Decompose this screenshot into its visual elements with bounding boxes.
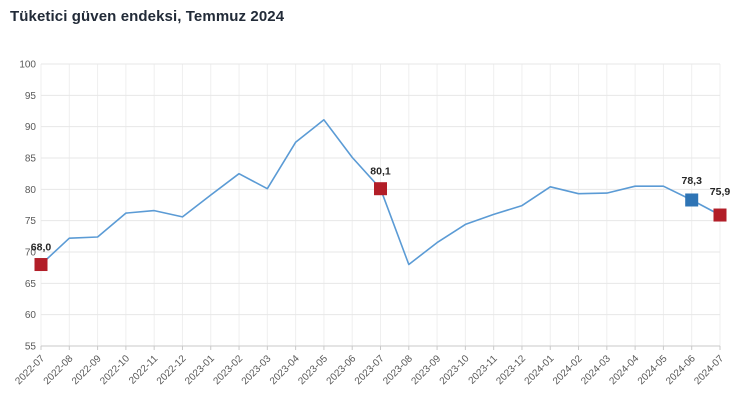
y-axis-label: 95 bbox=[25, 91, 37, 102]
y-axis-label: 60 bbox=[25, 310, 37, 321]
y-axis-label: 75 bbox=[25, 216, 37, 227]
x-axis-label: 2023-11 bbox=[467, 353, 501, 387]
x-axis-label: 2023-06 bbox=[325, 353, 359, 387]
x-axis-label: 2022-10 bbox=[98, 353, 132, 387]
y-axis-label: 100 bbox=[19, 60, 36, 71]
data-point-label-2023-07: 80,1 bbox=[370, 166, 391, 178]
x-axis-label: 2024-06 bbox=[664, 353, 698, 387]
y-axis-label: 55 bbox=[25, 342, 37, 353]
x-axis-label: 2023-12 bbox=[494, 353, 528, 387]
x-axis-label: 2024-07 bbox=[692, 353, 726, 387]
data-point-label-2022-07: 68,0 bbox=[31, 242, 52, 254]
data-point-label-2024-07: 75,9 bbox=[710, 186, 731, 198]
y-axis-label: 90 bbox=[25, 122, 37, 133]
x-axis-label: 2024-05 bbox=[636, 353, 670, 387]
x-axis-label: 2022-09 bbox=[70, 353, 104, 387]
data-point-marker-2023-07 bbox=[374, 182, 387, 196]
x-axis-label: 2023-01 bbox=[183, 353, 217, 387]
data-point-label-2024-06: 78,3 bbox=[681, 175, 702, 187]
x-axis-label: 2023-02 bbox=[211, 353, 245, 387]
x-axis-label: 2022-12 bbox=[155, 353, 189, 387]
x-axis-label: 2022-07 bbox=[13, 353, 47, 387]
y-axis-label: 80 bbox=[25, 185, 37, 196]
y-axis-label: 85 bbox=[25, 154, 37, 165]
data-point-marker-2024-06 bbox=[685, 193, 699, 207]
x-axis-label: 2022-11 bbox=[127, 353, 161, 387]
data-point-marker-2022-07 bbox=[34, 258, 48, 272]
x-axis-label: 2023-05 bbox=[296, 353, 330, 387]
x-axis-label: 2023-03 bbox=[240, 353, 274, 387]
x-axis-label: 2024-04 bbox=[608, 353, 642, 387]
x-axis-label: 2024-03 bbox=[579, 353, 613, 387]
x-axis-label: 2023-08 bbox=[381, 353, 415, 387]
x-axis-label: 2024-01 bbox=[523, 353, 557, 387]
x-axis-label: 2023-07 bbox=[353, 353, 387, 387]
y-axis-label: 65 bbox=[25, 279, 37, 290]
y-axis-label: 70 bbox=[25, 248, 37, 259]
x-axis-label: 2023-10 bbox=[438, 353, 472, 387]
page-title: Tüketici güven endeksi, Temmuz 2024 bbox=[10, 8, 285, 25]
x-axis-label: 2024-02 bbox=[551, 353, 585, 387]
x-axis-label: 2023-09 bbox=[409, 353, 443, 387]
data-point-marker-2024-07 bbox=[713, 208, 727, 222]
x-axis-label: 2023-04 bbox=[268, 353, 302, 387]
x-axis-label: 2022-08 bbox=[42, 353, 76, 387]
